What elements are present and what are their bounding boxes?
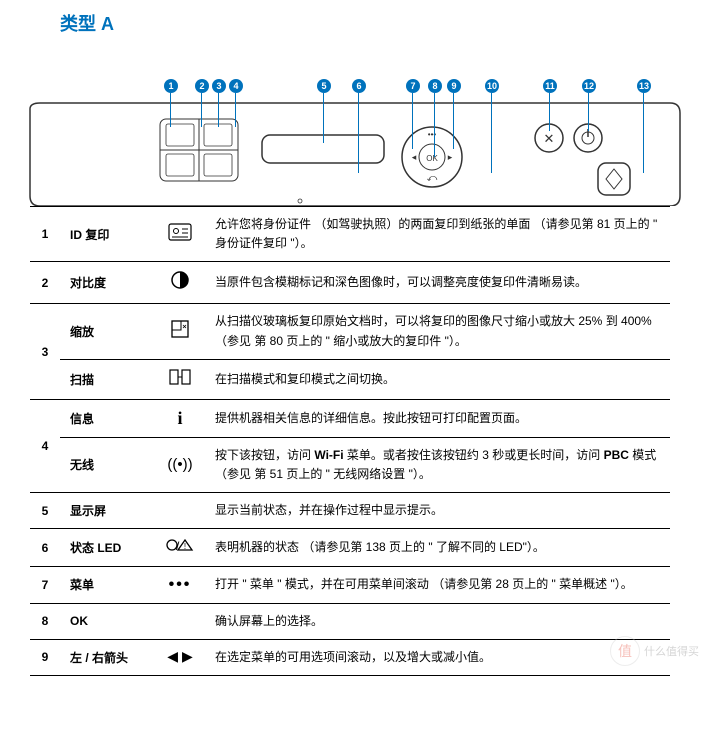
control-panel-diagram: OK ◂ ▸ ••• ⤺ ✕ 12345678910111213: [0, 41, 709, 206]
row-desc: 允许您将身份证件 （如驾驶执照）的两面复印到纸张的单面 （请参见第 81 页上的…: [205, 207, 670, 262]
callout-line-2: [201, 93, 202, 127]
row-name: ID 复印: [60, 207, 155, 262]
panel-svg: OK ◂ ▸ ••• ⤺ ✕: [0, 41, 709, 206]
row-num: 6: [30, 529, 60, 567]
row-icon: ((•)): [155, 437, 205, 492]
callout-line-9: [453, 93, 454, 149]
row-icon: /!: [155, 529, 205, 567]
table-row: 8OK 确认屏幕上的选择。: [30, 603, 670, 639]
callout-13: 13: [637, 79, 651, 93]
reference-table: 1ID 复印允许您将身份证件 （如驾驶执照）的两面复印到纸张的单面 （请参见第 …: [30, 206, 670, 676]
callout-line-12: [588, 93, 589, 131]
row-desc: 在扫描模式和复印模式之间切换。: [205, 359, 670, 399]
page-title: 类型 A: [0, 0, 709, 41]
svg-text:✕: ✕: [544, 131, 555, 146]
row-name: 菜单: [60, 567, 155, 603]
row-icon: [155, 493, 205, 529]
row-num: 2: [30, 262, 60, 304]
row-desc: 提供机器相关信息的详细信息。按此按钮可打印配置页面。: [205, 399, 670, 437]
watermark: 值 什么值得买: [610, 636, 699, 666]
row-num: 5: [30, 493, 60, 529]
row-icon: [155, 304, 205, 359]
row-name: 显示屏: [60, 493, 155, 529]
row-desc: 当原件包含模糊标记和深色图像时，可以调整亮度使复印件清晰易读。: [205, 262, 670, 304]
callout-line-5: [323, 93, 324, 143]
row-name: 左 / 右箭头: [60, 639, 155, 675]
row-icon: [155, 359, 205, 399]
row-name: 缩放: [60, 304, 155, 359]
callout-line-11: [549, 93, 550, 131]
row-name: 扫描: [60, 359, 155, 399]
svg-text:◂: ◂: [412, 152, 417, 162]
row-num: 3: [30, 304, 60, 399]
row-name: OK: [60, 603, 155, 639]
callout-line-10: [491, 93, 492, 173]
row-name: 无线: [60, 437, 155, 492]
svg-text:/: /: [176, 539, 180, 553]
table-row: 1ID 复印允许您将身份证件 （如驾驶执照）的两面复印到纸张的单面 （请参见第 …: [30, 207, 670, 262]
row-name: 信息: [60, 399, 155, 437]
row-icon: i: [155, 399, 205, 437]
table-row: 9左 / 右箭头◀ ▶在选定菜单的可用选项间滚动，以及增大或减小值。: [30, 639, 670, 675]
table-row: 6状态 LED/!表明机器的状态 （请参见第 138 页上的 " 了解不同的 L…: [30, 529, 670, 567]
svg-text:▸: ▸: [448, 152, 453, 162]
watermark-text: 什么值得买: [644, 643, 699, 659]
table-row: 4信息i提供机器相关信息的详细信息。按此按钮可打印配置页面。: [30, 399, 670, 437]
row-icon: [155, 603, 205, 639]
row-desc: 从扫描仪玻璃板复印原始文档时，可以将复印的图像尺寸缩小或放大 25% 到 400…: [205, 304, 670, 359]
row-num: 1: [30, 207, 60, 262]
table-row: 扫描 在扫描模式和复印模式之间切换。: [30, 359, 670, 399]
callout-7: 7: [406, 79, 420, 93]
svg-text:OK: OK: [426, 154, 438, 163]
row-desc: 在选定菜单的可用选项间滚动，以及增大或减小值。: [205, 639, 670, 675]
svg-text:⤺: ⤺: [427, 173, 438, 184]
svg-text:!: !: [184, 542, 186, 551]
row-desc: 打开 " 菜单 " 模式，并在可用菜单间滚动 （请参见第 28 页上的 " 菜单…: [205, 567, 670, 603]
callout-line-1: [170, 93, 171, 127]
callout-3: 3: [212, 79, 226, 93]
table-row: 2对比度 当原件包含模糊标记和深色图像时，可以调整亮度使复印件清晰易读。: [30, 262, 670, 304]
svg-text:•••: •••: [428, 130, 437, 139]
callout-11: 11: [543, 79, 557, 93]
callout-line-13: [643, 93, 644, 173]
row-num: 7: [30, 567, 60, 603]
row-name: 对比度: [60, 262, 155, 304]
row-icon: ◀ ▶: [155, 639, 205, 675]
callout-line-7: [412, 93, 413, 149]
callout-8: 8: [428, 79, 442, 93]
callout-1: 1: [164, 79, 178, 93]
callout-line-4: [235, 93, 236, 127]
callout-10: 10: [485, 79, 499, 93]
callout-2: 2: [195, 79, 209, 93]
callout-line-6: [358, 93, 359, 173]
row-name: 状态 LED: [60, 529, 155, 567]
callout-line-3: [218, 93, 219, 127]
row-desc: 确认屏幕上的选择。: [205, 603, 670, 639]
callout-4: 4: [229, 79, 243, 93]
table-row: 3缩放从扫描仪玻璃板复印原始文档时，可以将复印的图像尺寸缩小或放大 25% 到 …: [30, 304, 670, 359]
row-icon: [155, 207, 205, 262]
row-desc: 显示当前状态，并在操作过程中显示提示。: [205, 493, 670, 529]
row-num: 9: [30, 639, 60, 675]
row-icon: •••: [155, 567, 205, 603]
table-row: 无线((•))按下该按钮，访问 Wi-Fi 菜单。或者按住该按钮约 3 秒或更长…: [30, 437, 670, 492]
callout-9: 9: [447, 79, 461, 93]
watermark-icon: 值: [610, 636, 640, 666]
callout-5: 5: [317, 79, 331, 93]
table-row: 7菜单•••打开 " 菜单 " 模式，并在可用菜单间滚动 （请参见第 28 页上…: [30, 567, 670, 603]
callout-line-8: [434, 93, 435, 157]
row-desc: 表明机器的状态 （请参见第 138 页上的 " 了解不同的 LED"）。: [205, 529, 670, 567]
row-num: 8: [30, 603, 60, 639]
row-desc: 按下该按钮，访问 Wi-Fi 菜单。或者按住该按钮约 3 秒或更长时间，访问 P…: [205, 437, 670, 492]
callout-12: 12: [582, 79, 596, 93]
table-row: 5显示屏 显示当前状态，并在操作过程中显示提示。: [30, 493, 670, 529]
row-icon: [155, 262, 205, 304]
row-num: 4: [30, 399, 60, 492]
callout-6: 6: [352, 79, 366, 93]
